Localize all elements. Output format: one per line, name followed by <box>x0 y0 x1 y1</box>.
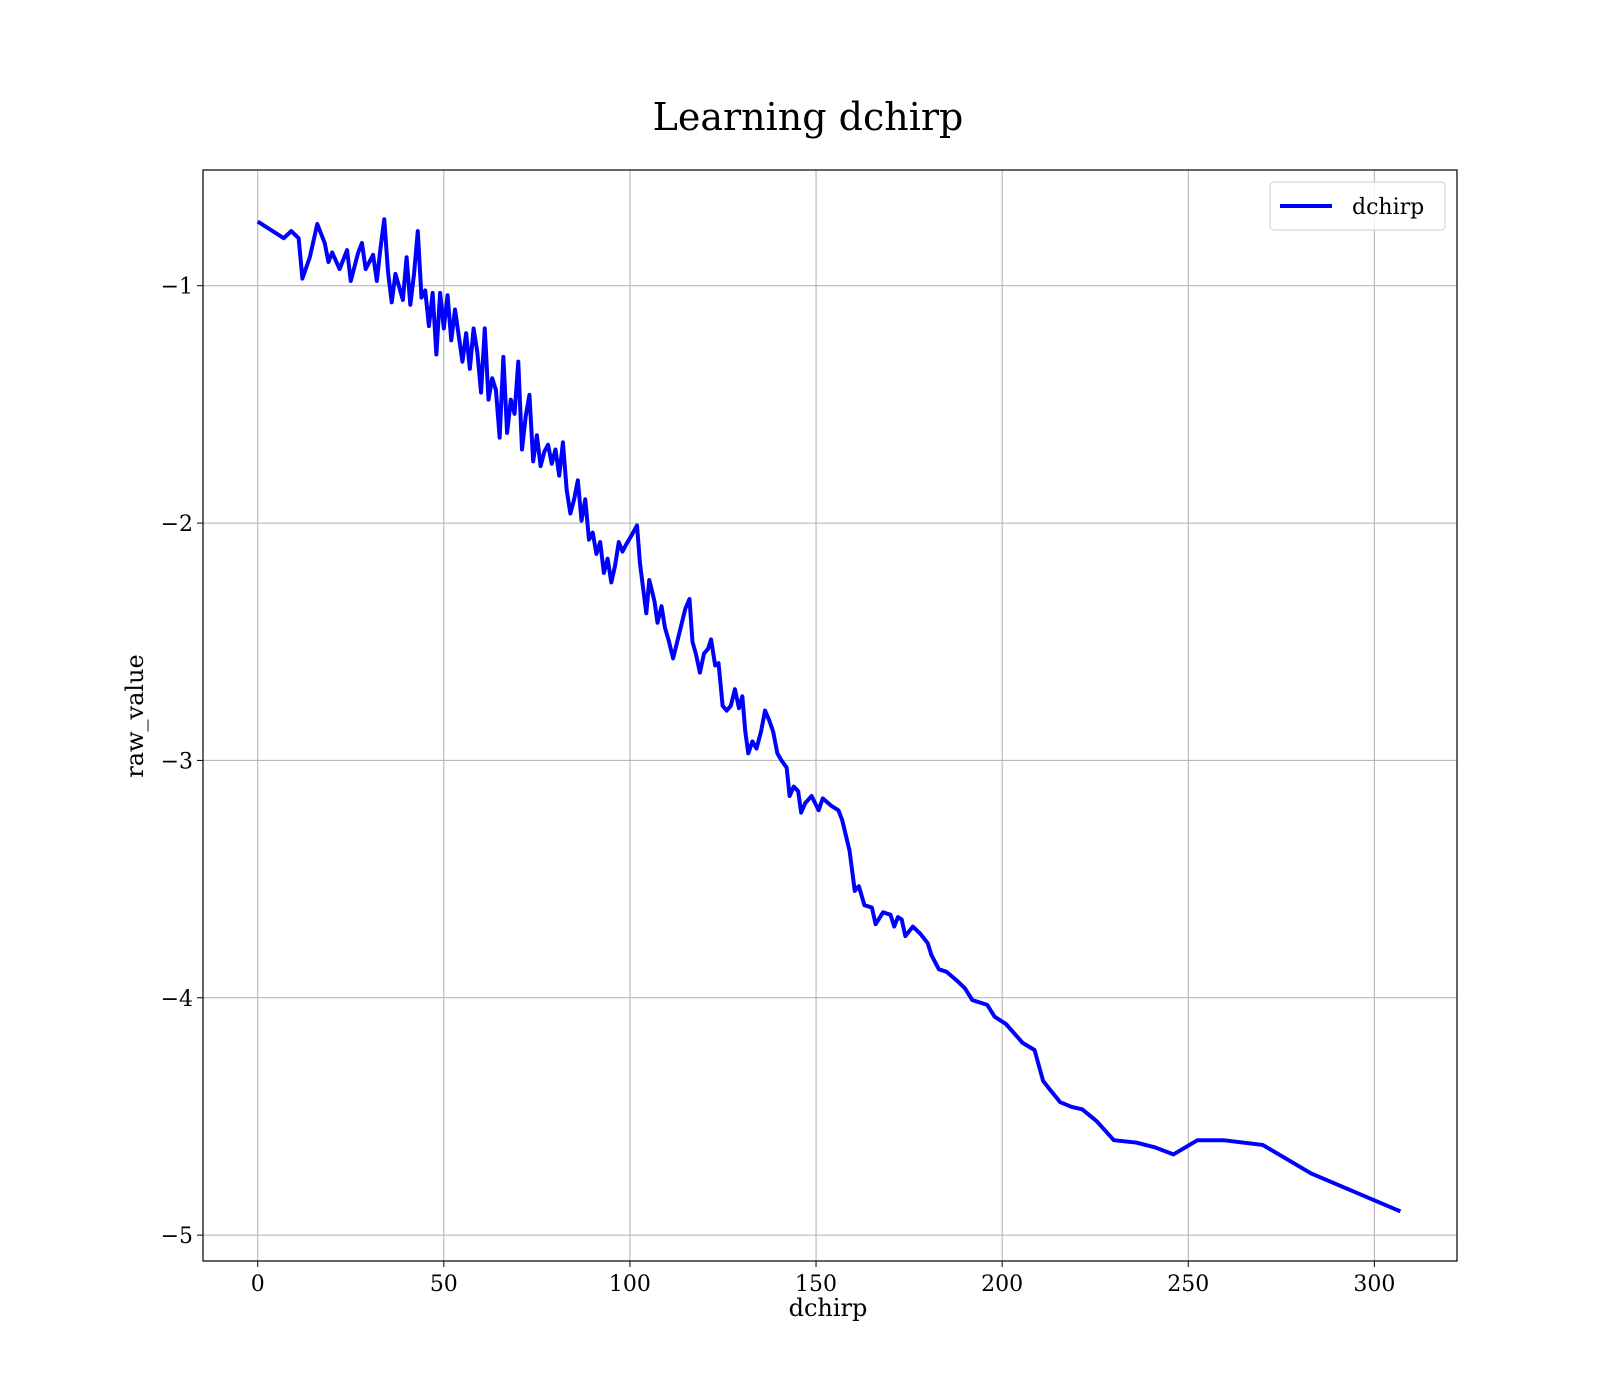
data-line <box>256 217 1402 1214</box>
y-axis-label: raw_value <box>121 654 149 778</box>
x-axis-label: dchirp <box>789 1294 868 1322</box>
y-tick-label: −4 <box>161 987 193 1012</box>
x-tick-label: 250 <box>1167 1272 1209 1297</box>
x-tick-label: 100 <box>609 1272 651 1297</box>
x-tick-label: 150 <box>795 1272 837 1297</box>
plot-frame <box>202 169 1458 1262</box>
y-tick-label: −2 <box>161 512 193 537</box>
x-tick-label: 50 <box>430 1272 458 1297</box>
legend-label: dchirp <box>1352 195 1424 220</box>
y-tick-label: −3 <box>161 749 193 774</box>
x-tick-label: 0 <box>251 1272 265 1297</box>
x-tick-label: 200 <box>981 1272 1023 1297</box>
legend-box <box>1269 181 1446 231</box>
x-tick-label: 300 <box>1353 1272 1395 1297</box>
legend: dchirp <box>1269 181 1446 231</box>
y-tick-label: −5 <box>161 1224 193 1249</box>
chart-title: Learning dchirp <box>653 95 964 139</box>
y-tick-label: −1 <box>161 275 193 300</box>
